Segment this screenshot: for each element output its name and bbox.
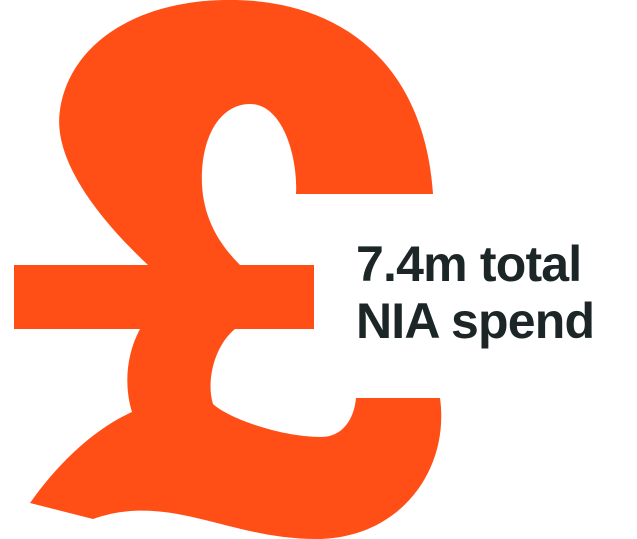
total-spend-label: NIA spend xyxy=(356,293,595,349)
total-spend-value: 7.4m total xyxy=(356,236,582,292)
total-spend-caption: 7.4m total NIA spend xyxy=(356,236,595,350)
